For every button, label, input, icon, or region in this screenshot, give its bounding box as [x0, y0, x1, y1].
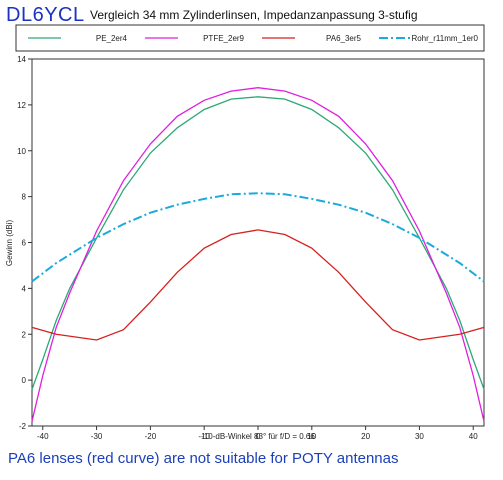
series-lines: [31, 87, 485, 422]
x-tick-label: 0: [256, 432, 261, 441]
x-tick-label: 30: [415, 432, 424, 441]
series-line-ptfe-2er9: [31, 87, 485, 422]
legend-box: [15, 24, 485, 52]
y-axis-label: Gewinn (dBi): [5, 220, 14, 267]
y-tick-label: 2: [22, 330, 27, 339]
chart-svg: PE_2er4 PTFE_2er9 PA6_3er5 Rohr_r11mm_1er0 …: [5, 24, 485, 441]
caption-text: PA6 lenses (red curve) are not suitable …: [8, 450, 399, 467]
y-tick-label: 14: [17, 55, 26, 64]
x-tick-label: -30: [91, 432, 103, 441]
legend: PE_2er4 PTFE_2er9 PA6_3er5 Rohr_r11mm_1er0: [28, 34, 479, 43]
legend-label: PA6_3er5: [326, 34, 362, 43]
x-tick-label: -40: [37, 432, 49, 441]
plot-frame: [31, 58, 485, 427]
legend-label: PTFE_2er9: [203, 34, 244, 43]
series-line-pa6-3er5: [31, 229, 485, 341]
y-tick-label: 10: [17, 147, 26, 156]
brand-callsign: DL6YCL: [6, 4, 85, 26]
y-tick-label: 4: [22, 284, 27, 293]
series-line-pe-2er4: [31, 96, 485, 390]
chart-title: Vergleich 34 mm Zylinderlinsen, Impedanz…: [90, 8, 418, 22]
y-tick-label: 6: [22, 239, 27, 248]
y-tick-label: -2: [19, 422, 27, 431]
x-tick-label: 10: [307, 432, 316, 441]
y-tick-label: 8: [22, 193, 27, 202]
x-tick-label: 40: [469, 432, 478, 441]
x-axis-label: -10-dB-Winkel 83° für f/D = 0.66: [201, 432, 315, 441]
x-tick-label: -20: [145, 432, 157, 441]
x-tick-label: 20: [361, 432, 370, 441]
series-line-rohr-r11mm-1er0: [31, 192, 485, 283]
legend-label: Rohr_r11mm_1er0: [411, 34, 478, 43]
legend-label: PE_2er4: [96, 34, 128, 43]
x-tick-label: -10: [198, 432, 210, 441]
y-tick-label: 12: [17, 101, 26, 110]
y-tick-label: 0: [22, 376, 27, 385]
